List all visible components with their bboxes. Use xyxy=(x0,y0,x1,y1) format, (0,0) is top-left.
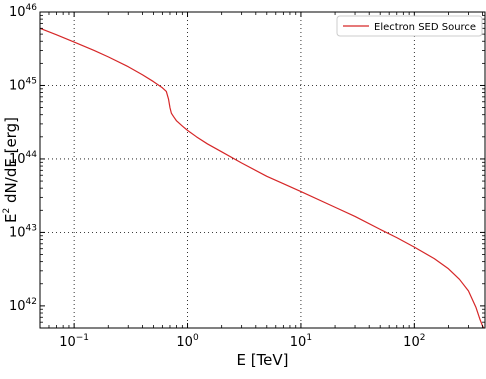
grid xyxy=(40,12,485,328)
y-axis-label-rest: dN/dE [erg] xyxy=(2,117,20,208)
y-tick-label-exp: 46 xyxy=(26,3,38,13)
x-axis-label: E [TeV] xyxy=(236,351,288,369)
x-tick-label: 102 xyxy=(403,333,425,350)
x-tick-label-exp: −1 xyxy=(76,333,89,343)
minor-ticks xyxy=(39,12,485,329)
x-tick-label-base: 10 xyxy=(403,335,420,350)
y-tick-label-exp: 44 xyxy=(26,150,38,160)
y-tick-label-exp: 45 xyxy=(26,76,37,86)
x-tick-label: 101 xyxy=(290,333,312,350)
x-tick-label-exp: 1 xyxy=(306,333,312,343)
x-tick-label-base: 10 xyxy=(176,335,193,350)
x-axis-ticks: 10−1 100 101 102 xyxy=(59,12,425,350)
y-tick-label-base: 10 xyxy=(9,299,26,314)
y-tick-label-base: 10 xyxy=(9,152,26,167)
y-tick-label: 1043 xyxy=(9,223,37,240)
y-tick-label-exp: 42 xyxy=(26,297,37,307)
y-tick-label-base: 10 xyxy=(9,78,26,93)
legend-label: Electron SED Source xyxy=(374,22,476,33)
y-tick-label: 1045 xyxy=(9,76,37,93)
y-tick-label: 1046 xyxy=(9,3,37,20)
legend: Electron SED Source xyxy=(336,15,483,37)
y-tick-label: 1044 xyxy=(9,150,37,167)
y-tick-label-base: 10 xyxy=(9,225,26,240)
x-tick-label-base: 10 xyxy=(290,335,307,350)
y-axis-label-sup: 2 xyxy=(2,208,12,214)
x-tick-label: 10−1 xyxy=(59,333,89,350)
x-tick-label-exp: 2 xyxy=(420,333,426,343)
y-axis-label: E2 dN/dE [erg] xyxy=(2,117,20,223)
y-axis-label-base: E xyxy=(2,213,20,222)
y-tick-label-exp: 43 xyxy=(26,223,37,233)
x-tick-label-base: 10 xyxy=(59,335,76,350)
series-line-electron-sed-source xyxy=(39,27,485,329)
y-tick-label: 1042 xyxy=(9,297,37,314)
x-tick-label-exp: 0 xyxy=(193,333,199,343)
legend-box xyxy=(336,15,483,37)
y-tick-label-base: 10 xyxy=(9,5,26,20)
series-layer xyxy=(39,27,485,329)
x-tick-label: 100 xyxy=(176,333,199,350)
plot-area-frame xyxy=(39,11,486,329)
